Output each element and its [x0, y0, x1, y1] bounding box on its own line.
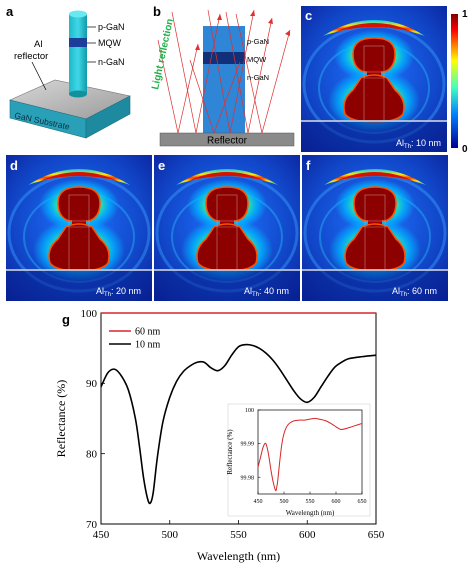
inset-x-tick-label: 500: [280, 499, 289, 505]
b-reflector: [159, 132, 295, 147]
g-x-axis-label: Wavelength (nm): [197, 549, 280, 563]
b-reflector-label: Reflector: [207, 136, 248, 147]
inset-series-line-60-nm: [257, 417, 363, 492]
g-x-tick-label: 550: [230, 529, 247, 541]
g-y-tick-label: 70: [86, 519, 98, 531]
a-label-ngan: n-GaN: [98, 57, 125, 67]
panel-b: b Reflector Light reflection p-GaN MQW n…: [150, 4, 295, 147]
inset-x-tick-label: 550: [306, 499, 315, 505]
colorbar-scale: [451, 14, 458, 148]
g-x-tick-label: 500: [162, 529, 179, 541]
b-label-ngan: n-GaN: [247, 73, 269, 82]
inset-y-axis-label: Reflectance (%): [226, 429, 234, 475]
f-thickness-label: AlTh: 60 nm: [392, 286, 437, 298]
c-thickness-label: AlTh: 10 nm: [396, 138, 441, 150]
d-thickness-label: AlTh: 20 nm: [96, 286, 141, 298]
panel-d: d AlTh: 20 nm: [6, 155, 152, 301]
panel-e: e AlTh: 40 nm: [154, 155, 300, 301]
panel-c: c AlTh: 10 nm: [301, 6, 447, 152]
b-label-pgan: p-GaN: [247, 37, 269, 46]
a-label-reflector: reflector: [14, 51, 48, 62]
inset-y-tick-label: 100: [245, 408, 254, 414]
g-legend-label: 60 nm: [135, 327, 161, 338]
nanorod: [69, 14, 87, 94]
g-y-axis-label: Reflectance (%): [54, 380, 68, 458]
b-label-mqw: MQW: [247, 55, 267, 64]
g-y-tick-label: 80: [86, 449, 98, 461]
g-y-tick-label: 90: [86, 378, 98, 390]
colorbar-min: 0: [462, 144, 468, 155]
reflectance-inset-chart: 450 500 550 600 650 99.98 99.99 100 Wavelength (…: [226, 403, 371, 517]
b-rod: [203, 26, 245, 134]
e-thickness-label: AlTh: 40 nm: [244, 286, 289, 298]
panel-a-letter: a: [6, 4, 14, 19]
reflectance-chart: 450 500 550 600 650 70 80 90 100 Wavelength (nm) R…: [54, 308, 385, 563]
colorbar-max: 1: [462, 9, 468, 20]
panel-c-letter: c: [305, 8, 312, 23]
g-x-tick-label: 600: [299, 529, 316, 541]
inset-x-tick-label: 650: [358, 499, 367, 505]
panel-g: g 450 500 550 600 650 70 80 90 100 Wavelength (nm…: [54, 308, 385, 563]
inset-x-tick-label: 600: [332, 499, 341, 505]
panel-f-letter: f: [306, 158, 311, 173]
a-label-pgan: p-GaN: [98, 22, 125, 32]
b-mqw: [203, 52, 245, 64]
panel-a: a GaN Substrate p-GaN MQW n-GaN Al refle…: [6, 4, 131, 139]
a-label-al: Al: [34, 39, 42, 50]
substrate-side: [85, 95, 131, 139]
nanorod-top: [69, 10, 87, 18]
g-y-tick-label: 100: [81, 308, 98, 320]
inset-x-tick-label: 450: [254, 499, 263, 505]
mqw-layer: [69, 38, 87, 47]
g-x-tick-label: 450: [93, 529, 110, 541]
b-light-reflection: Light reflection: [150, 18, 176, 91]
g-series-line-10-nm: [100, 343, 377, 505]
inset-x-axis-label: Wavelength (nm): [286, 509, 335, 517]
inset-y-tick-label: 99.99: [241, 442, 255, 448]
panel-d-letter: d: [10, 158, 18, 173]
inset-y-tick-label: 99.98: [241, 475, 255, 481]
panel-f: f AlTh: 60 nm: [302, 155, 448, 301]
g-x-tick-label: 650: [368, 529, 385, 541]
nanorod-base: [69, 90, 87, 98]
inset-background: [227, 403, 371, 517]
panel-e-letter: e: [158, 158, 165, 173]
a-label-mqw: MQW: [98, 38, 121, 48]
panel-b-letter: b: [153, 4, 161, 19]
g-legend-label: 10 nm: [135, 340, 161, 351]
colorbar: 1 0: [451, 9, 468, 155]
panel-g-letter: g: [62, 312, 70, 327]
